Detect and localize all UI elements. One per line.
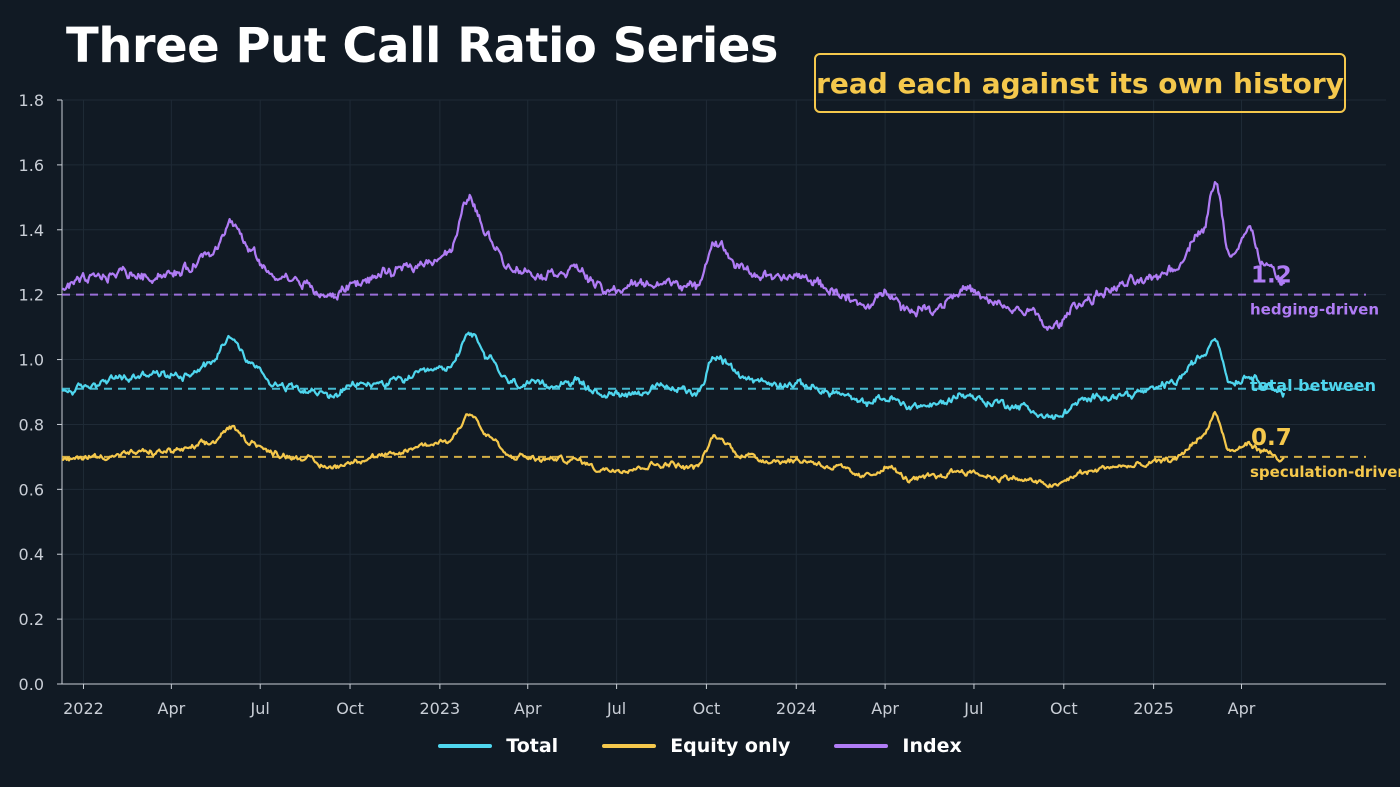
y-tick-label: 1.8: [19, 91, 44, 110]
x-tick-label: Apr: [871, 699, 899, 718]
x-tick-label: Apr: [514, 699, 542, 718]
x-tick-label: Jul: [606, 699, 626, 718]
baselines: [62, 293, 1366, 458]
legend-item-equity: Equity only: [602, 735, 790, 757]
callout-box: read each against its own history: [814, 53, 1346, 113]
x-tick-label: 2025: [1133, 699, 1174, 718]
y-tick-label: 1.4: [19, 221, 44, 240]
x-tick-label: Apr: [158, 699, 186, 718]
y-tick-label: 0.6: [19, 480, 44, 499]
grid: [62, 99, 1386, 685]
legend-label-equity: Equity only: [670, 735, 791, 757]
x-tick-label: 2022: [63, 699, 104, 718]
series-line-total: [61, 331, 1286, 420]
x-tick-label: Jul: [963, 699, 983, 718]
series-line-index: [61, 181, 1286, 331]
end-desc-index: hedging-driven: [1250, 301, 1379, 319]
end-desc-total: total between: [1250, 376, 1376, 395]
end-desc-equity-only: speculation-driven: [1250, 463, 1400, 481]
x-tick-label: Oct: [1050, 699, 1078, 718]
axes: 0.0 0.2 0.4 0.6 0.8 1.0 1.2 1.4 1.6 1.8 2022 Apr Jul…: [19, 91, 1386, 718]
y-tick-label: 1.6: [19, 156, 44, 175]
legend: Total Equity only Index: [0, 735, 1400, 757]
y-tick-label: 0.4: [19, 545, 44, 564]
y-tick-label: 0.0: [19, 675, 44, 694]
x-tick-label: Jul: [250, 699, 270, 718]
x-tick-label: 2023: [420, 699, 461, 718]
legend-label-total: Total: [506, 735, 559, 757]
x-tick-label: Oct: [693, 699, 721, 718]
x-tick-label: Apr: [1228, 699, 1256, 718]
chart-title: Three Put Call Ratio Series: [66, 18, 778, 74]
end-labels: total between 0.7 speculation-driven 1.2 hed…: [1250, 263, 1400, 481]
series-lines: [61, 181, 1286, 489]
x-tick-label: 2024: [776, 699, 817, 718]
x-tick-label: Oct: [336, 699, 364, 718]
y-tick-label: 0.8: [19, 415, 44, 434]
end-value-index: 1.2: [1251, 263, 1292, 289]
legend-swatch-equity: [602, 744, 657, 748]
series-line-equity-only: [61, 411, 1285, 489]
end-value-equity-only: 0.7: [1251, 425, 1292, 451]
y-tick-label: 0.2: [19, 610, 44, 629]
y-tick-label: 1.0: [19, 351, 44, 370]
legend-swatch-index: [834, 744, 889, 748]
legend-item-total: Total: [438, 735, 558, 757]
y-tick-label: 1.2: [19, 286, 44, 305]
legend-item-index: Index: [834, 735, 962, 757]
legend-swatch-total: [438, 744, 493, 748]
legend-label-index: Index: [902, 735, 962, 757]
